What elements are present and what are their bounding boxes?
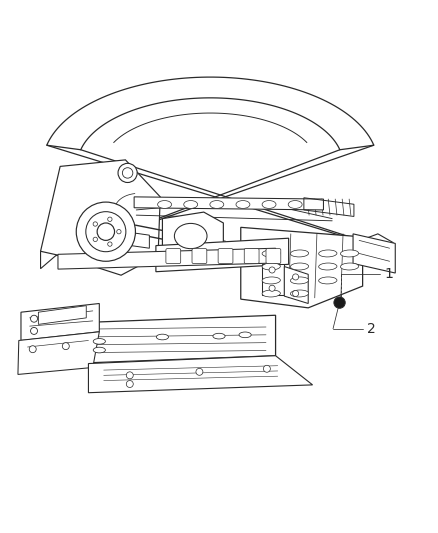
Polygon shape — [156, 238, 289, 272]
Circle shape — [196, 368, 203, 375]
Circle shape — [29, 346, 36, 353]
Text: 1: 1 — [385, 268, 393, 281]
Polygon shape — [353, 234, 395, 273]
Circle shape — [293, 274, 299, 280]
Polygon shape — [261, 264, 284, 295]
Circle shape — [76, 202, 135, 261]
FancyBboxPatch shape — [266, 249, 281, 263]
Circle shape — [269, 267, 275, 273]
Ellipse shape — [174, 223, 207, 249]
Circle shape — [86, 212, 126, 252]
Ellipse shape — [184, 200, 198, 208]
Ellipse shape — [290, 250, 309, 257]
Ellipse shape — [239, 332, 251, 338]
Ellipse shape — [262, 250, 280, 257]
Ellipse shape — [290, 263, 309, 270]
Ellipse shape — [262, 263, 280, 270]
Ellipse shape — [93, 347, 106, 353]
Circle shape — [118, 163, 137, 182]
Circle shape — [269, 285, 275, 292]
Ellipse shape — [340, 263, 359, 270]
Circle shape — [93, 222, 98, 226]
Ellipse shape — [319, 277, 337, 284]
Circle shape — [117, 230, 121, 234]
Circle shape — [31, 327, 38, 334]
Circle shape — [293, 290, 299, 296]
Polygon shape — [241, 228, 363, 308]
Polygon shape — [18, 332, 99, 375]
Polygon shape — [58, 248, 276, 269]
Ellipse shape — [290, 277, 309, 284]
Polygon shape — [47, 77, 374, 150]
Polygon shape — [41, 243, 78, 269]
Ellipse shape — [340, 250, 359, 257]
Ellipse shape — [213, 333, 225, 339]
Polygon shape — [21, 303, 99, 341]
Ellipse shape — [290, 290, 309, 297]
Ellipse shape — [262, 277, 280, 284]
Polygon shape — [41, 160, 160, 275]
FancyBboxPatch shape — [192, 249, 207, 263]
Circle shape — [108, 242, 112, 246]
Ellipse shape — [236, 200, 250, 208]
Circle shape — [62, 343, 69, 350]
Circle shape — [97, 223, 115, 240]
Ellipse shape — [288, 200, 302, 208]
Polygon shape — [284, 266, 308, 303]
FancyBboxPatch shape — [218, 249, 233, 263]
Ellipse shape — [262, 290, 280, 297]
Circle shape — [334, 297, 345, 308]
Ellipse shape — [319, 263, 337, 270]
Ellipse shape — [262, 200, 276, 208]
Polygon shape — [162, 212, 223, 260]
Polygon shape — [39, 305, 86, 325]
Ellipse shape — [158, 200, 172, 208]
FancyBboxPatch shape — [244, 249, 259, 263]
Polygon shape — [131, 232, 149, 248]
Circle shape — [126, 372, 133, 379]
Circle shape — [93, 237, 98, 241]
Polygon shape — [134, 197, 323, 210]
Circle shape — [31, 315, 38, 322]
Ellipse shape — [156, 334, 169, 340]
Polygon shape — [88, 356, 313, 393]
Circle shape — [122, 168, 133, 178]
Circle shape — [108, 217, 112, 221]
Circle shape — [126, 381, 133, 387]
Ellipse shape — [319, 250, 337, 257]
FancyBboxPatch shape — [166, 249, 181, 263]
Ellipse shape — [210, 200, 224, 208]
Polygon shape — [360, 234, 393, 258]
Text: 2: 2 — [367, 322, 376, 336]
Polygon shape — [69, 315, 276, 364]
Ellipse shape — [93, 338, 106, 344]
Circle shape — [263, 365, 270, 372]
